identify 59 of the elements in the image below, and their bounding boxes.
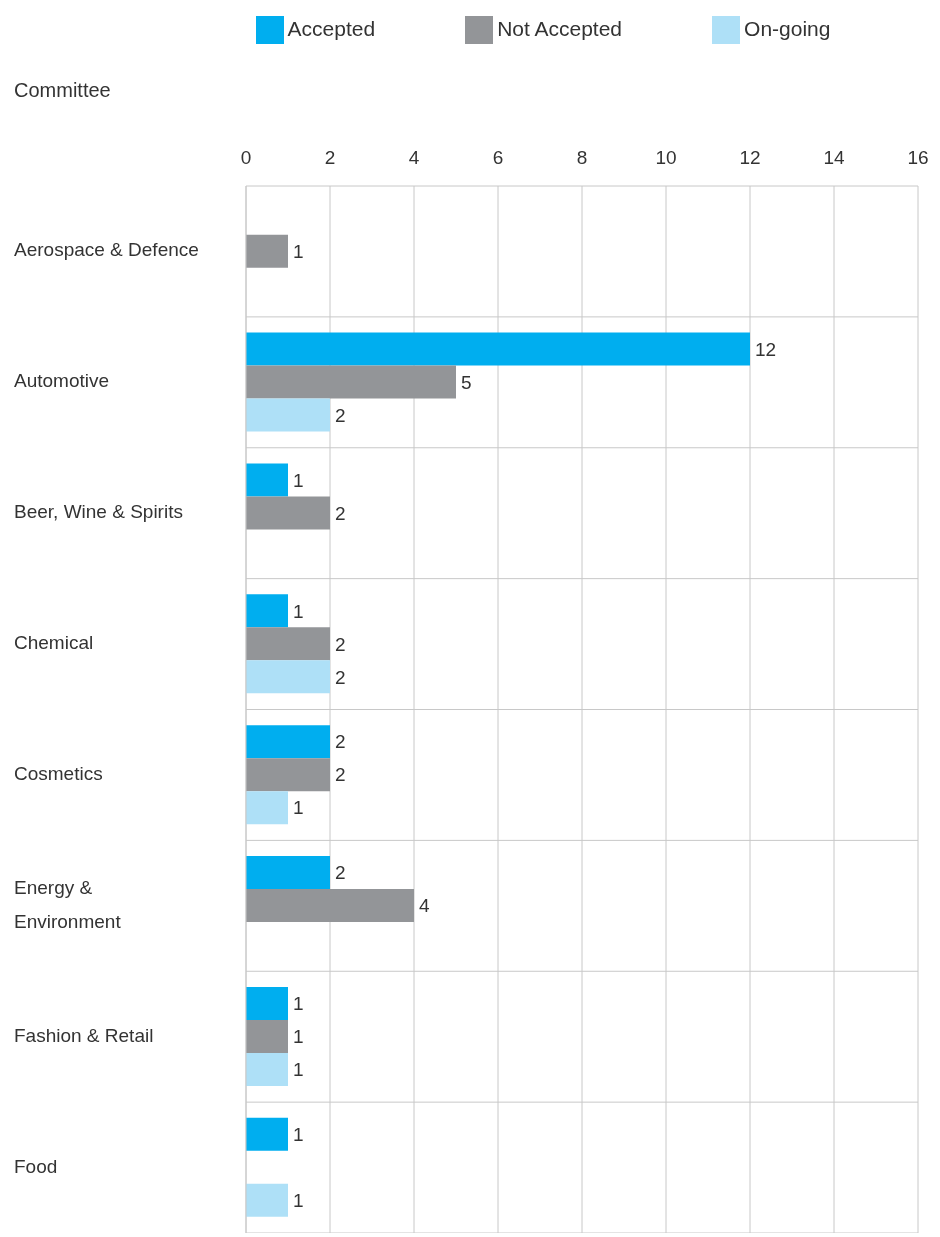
y-axis-title: Committee bbox=[14, 78, 111, 102]
data-label: 1 bbox=[293, 469, 304, 491]
x-tick-label: 0 bbox=[240, 147, 252, 168]
bar bbox=[246, 889, 414, 923]
y-tick-label: Chemical bbox=[14, 632, 94, 654]
y-tick-label: Aerospace & Defence bbox=[14, 239, 199, 261]
bar bbox=[246, 1117, 288, 1151]
legend-label: On-going bbox=[744, 16, 831, 40]
data-label: 1 bbox=[293, 1059, 304, 1081]
data-label: 2 bbox=[335, 633, 346, 655]
x-tick-label: 8 bbox=[576, 147, 588, 168]
data-label: 2 bbox=[335, 862, 346, 884]
y-tick-label: Fashion & Retail bbox=[14, 1024, 154, 1046]
bar bbox=[246, 856, 330, 890]
bar bbox=[246, 986, 288, 1020]
x-tick-label: 16 bbox=[907, 147, 929, 168]
legend-label: Not Accepted bbox=[497, 16, 623, 40]
bar bbox=[246, 365, 456, 399]
legend-label: Accepted bbox=[287, 16, 376, 40]
data-label: 1 bbox=[293, 1124, 304, 1146]
data-label: 2 bbox=[335, 404, 346, 426]
data-label: 2 bbox=[335, 731, 346, 753]
bar bbox=[246, 1019, 288, 1053]
data-label: 1 bbox=[293, 600, 304, 622]
bar bbox=[246, 594, 288, 628]
x-tick-label: 12 bbox=[739, 147, 761, 168]
bar bbox=[246, 1052, 288, 1086]
bar bbox=[246, 496, 330, 530]
data-label: 4 bbox=[419, 895, 430, 917]
data-label: 2 bbox=[335, 666, 346, 688]
x-tick-label: 14 bbox=[823, 147, 845, 168]
y-tick-label: Cosmetics bbox=[14, 762, 103, 784]
bar bbox=[246, 332, 750, 366]
y-tick-label: Automotive bbox=[14, 370, 110, 392]
bar bbox=[246, 627, 330, 661]
bar bbox=[246, 725, 330, 759]
bar bbox=[246, 1183, 288, 1217]
bar bbox=[246, 234, 288, 268]
x-tick-label: 10 bbox=[655, 147, 677, 168]
y-tick-label: Beer, Wine & Spirits bbox=[14, 501, 183, 523]
data-label: 12 bbox=[755, 338, 777, 360]
data-label: 1 bbox=[293, 797, 304, 819]
data-label: 2 bbox=[335, 764, 346, 786]
x-tick-label: 4 bbox=[408, 147, 420, 168]
bar bbox=[246, 463, 288, 497]
bar bbox=[246, 758, 330, 792]
data-label: 1 bbox=[293, 240, 304, 262]
data-label: 1 bbox=[293, 1190, 304, 1212]
data-label: 2 bbox=[335, 502, 346, 524]
y-tick-label: Food bbox=[14, 1155, 58, 1177]
x-tick-label: 6 bbox=[492, 147, 504, 168]
bar bbox=[246, 791, 288, 825]
data-label: 1 bbox=[293, 993, 304, 1015]
bar bbox=[246, 398, 330, 432]
data-label: 1 bbox=[293, 1026, 304, 1048]
bar bbox=[246, 660, 330, 694]
data-label: 5 bbox=[461, 371, 472, 393]
x-tick-label: 2 bbox=[324, 147, 336, 168]
y-tick-label: Energy & Environment bbox=[14, 876, 122, 932]
